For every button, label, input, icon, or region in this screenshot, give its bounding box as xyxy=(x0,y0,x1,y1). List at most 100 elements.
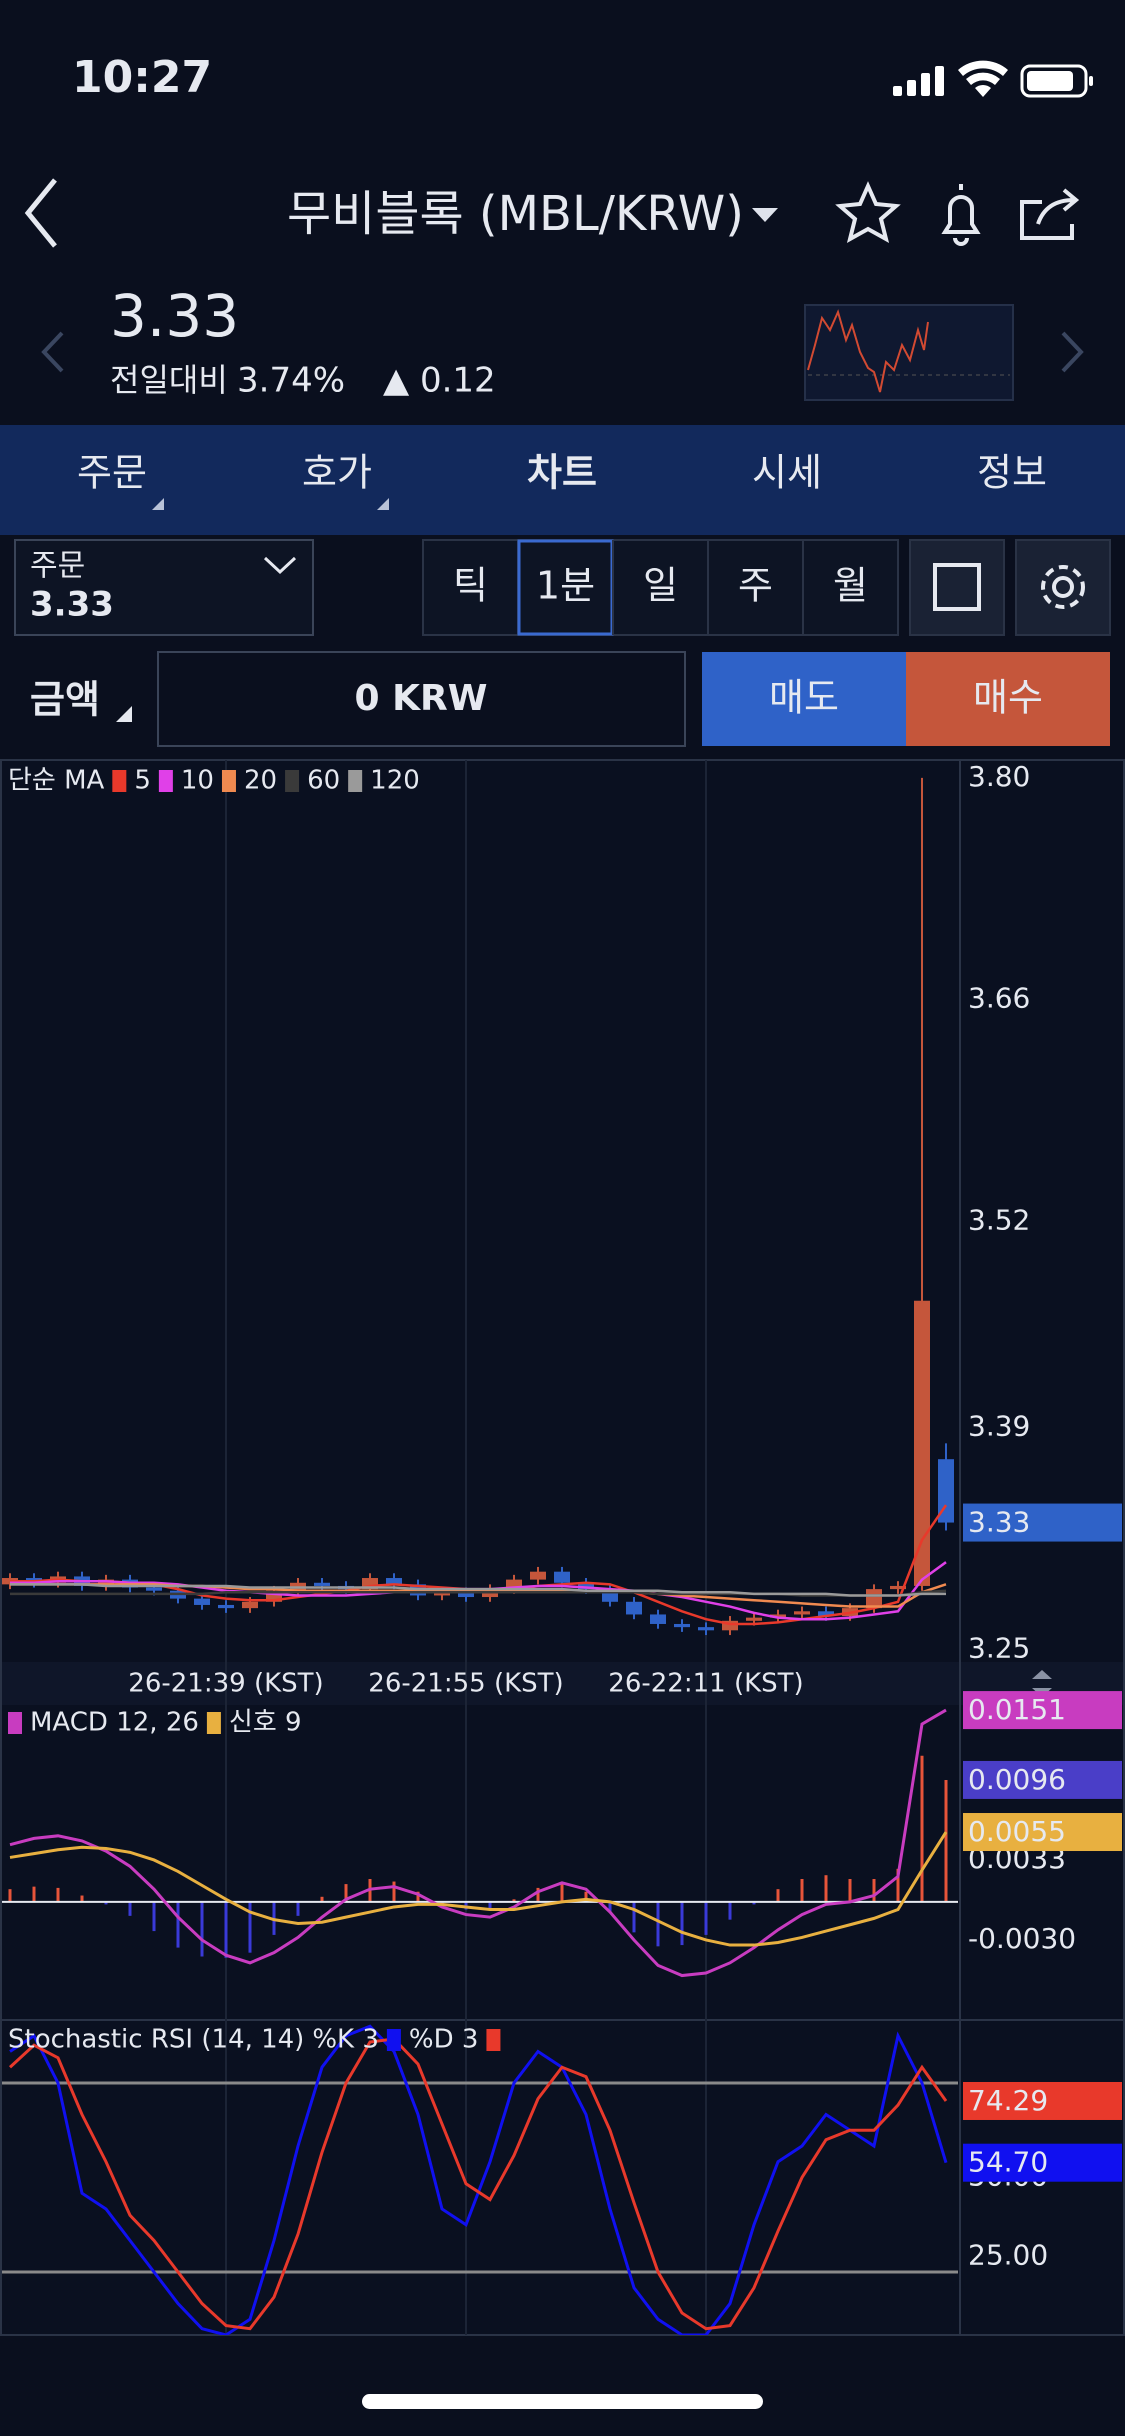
tab[interactable]: 차트 xyxy=(527,451,597,495)
value-box-label: 54.70 xyxy=(968,2146,1048,2179)
interval[interactable]: 일 xyxy=(643,564,678,608)
value-box xyxy=(963,1813,1122,1852)
amount-dropdown[interactable] xyxy=(116,706,132,722)
candle-body xyxy=(146,1587,162,1591)
y-tick-label: 3.66 xyxy=(968,982,1030,1015)
legend-swatch xyxy=(8,1712,22,1734)
legend-label: 60 xyxy=(307,766,340,796)
tab[interactable]: 호가 xyxy=(302,451,372,495)
interval[interactable]: 월 xyxy=(833,564,868,608)
sell-button[interactable] xyxy=(702,652,906,746)
amount-label: 금액 xyxy=(30,678,100,722)
candle-body xyxy=(218,1604,234,1609)
candle-body xyxy=(818,1611,834,1617)
axis-toggle[interactable] xyxy=(1032,1670,1052,1697)
interval[interactable]: 1분 xyxy=(536,564,595,608)
legend-label: 10 xyxy=(181,766,214,796)
layout-icon xyxy=(933,563,981,611)
legend-swatch xyxy=(285,770,300,792)
interval-group xyxy=(422,539,899,636)
change-amount: ▲ 0.12 xyxy=(383,361,496,401)
candle-body xyxy=(434,1592,450,1596)
settings-button[interactable] xyxy=(1015,539,1111,636)
value-box-label: 0.0151 xyxy=(968,1693,1066,1726)
interval[interactable]: 틱 xyxy=(453,564,488,608)
tab[interactable]: 정보 xyxy=(977,451,1047,495)
tab[interactable]: 주문 xyxy=(77,451,147,495)
change-label: 전일대비 xyxy=(110,361,228,399)
legend-label: 20 xyxy=(244,766,277,796)
tab[interactable]: 시세 xyxy=(752,451,822,495)
order-dropdown[interactable] xyxy=(263,556,297,575)
favorite-button[interactable] xyxy=(835,181,901,243)
title-dropdown[interactable] xyxy=(752,208,778,222)
mini-chart xyxy=(804,304,1014,401)
value-box xyxy=(963,1691,1122,1730)
y-tick-label: 25.00 xyxy=(968,2238,1048,2271)
value-box-label: 74.29 xyxy=(968,2084,1048,2117)
candle-body xyxy=(794,1611,810,1615)
candle-body xyxy=(914,1300,930,1586)
clock: 10:27 xyxy=(72,52,212,103)
header-title[interactable]: 무비블록 (MBL/KRW) xyxy=(287,186,744,242)
share-button[interactable] xyxy=(1020,188,1080,240)
layout-button[interactable] xyxy=(909,539,1005,636)
legend-label: MACD 12, 26 xyxy=(30,1708,199,1738)
home-indicator xyxy=(362,2394,763,2409)
candle-body xyxy=(866,1589,882,1609)
y-tick-label: 3.52 xyxy=(968,1204,1030,1237)
chart-frame xyxy=(0,759,1125,2336)
legend-label: 120 xyxy=(370,766,420,796)
value-box xyxy=(963,1503,1122,1542)
order-label: 주문 xyxy=(30,549,85,584)
candle-body xyxy=(314,1582,330,1586)
legend-label: 5 xyxy=(134,766,151,796)
order-box[interactable] xyxy=(14,539,314,636)
amount-input[interactable] xyxy=(157,651,686,747)
value-box xyxy=(963,1760,1122,1799)
legend-label: %D 3 xyxy=(409,2025,479,2055)
candle-body xyxy=(938,1459,954,1523)
stoch-line xyxy=(8,2037,948,2331)
interval[interactable]: 주 xyxy=(738,564,773,608)
ma-line xyxy=(10,1583,946,1597)
candle-body xyxy=(890,1585,906,1590)
macd-line xyxy=(9,1708,947,1978)
legend-swatch xyxy=(386,2029,401,2051)
next-button[interactable] xyxy=(1061,331,1084,373)
candle-body xyxy=(98,1579,114,1586)
candle-body xyxy=(530,1571,546,1580)
x-tick-label: 26-22:11 (KST) xyxy=(608,1669,803,1699)
legend-swatch xyxy=(112,770,127,792)
candle-body xyxy=(242,1601,258,1609)
candle-body xyxy=(698,1627,714,1631)
macd-line xyxy=(9,1831,948,1947)
candle-body xyxy=(578,1582,594,1590)
legend-swatch xyxy=(221,770,236,792)
candle-body xyxy=(506,1579,522,1590)
back-button[interactable] xyxy=(24,178,57,248)
prev-button[interactable] xyxy=(41,331,64,373)
candle-body xyxy=(650,1614,666,1624)
buy-button[interactable] xyxy=(906,652,1110,746)
candle-body xyxy=(386,1578,402,1585)
y-tick-label: 3.25 xyxy=(968,1631,1030,1664)
legend-swatch xyxy=(206,1712,221,1734)
legend-swatch xyxy=(348,770,363,792)
legend-label: 신호 9 xyxy=(229,1708,302,1738)
candle-body xyxy=(626,1601,642,1615)
tab-bar xyxy=(0,425,1125,535)
candle-body xyxy=(746,1617,762,1621)
value-box-label: 0.0055 xyxy=(968,1815,1066,1848)
candle-body xyxy=(554,1571,570,1583)
y-tick-label: 3.39 xyxy=(968,1409,1030,1442)
tab-marker xyxy=(377,498,389,510)
alert-button[interactable] xyxy=(941,184,981,246)
legend-label: 단순 MA xyxy=(8,766,105,796)
legend-label: %K 3 xyxy=(312,2025,379,2055)
buy-label: 매수 xyxy=(973,676,1043,720)
legend-swatch xyxy=(486,2029,501,2051)
legend-label: Stochastic RSI (14, 14) xyxy=(8,2025,304,2055)
